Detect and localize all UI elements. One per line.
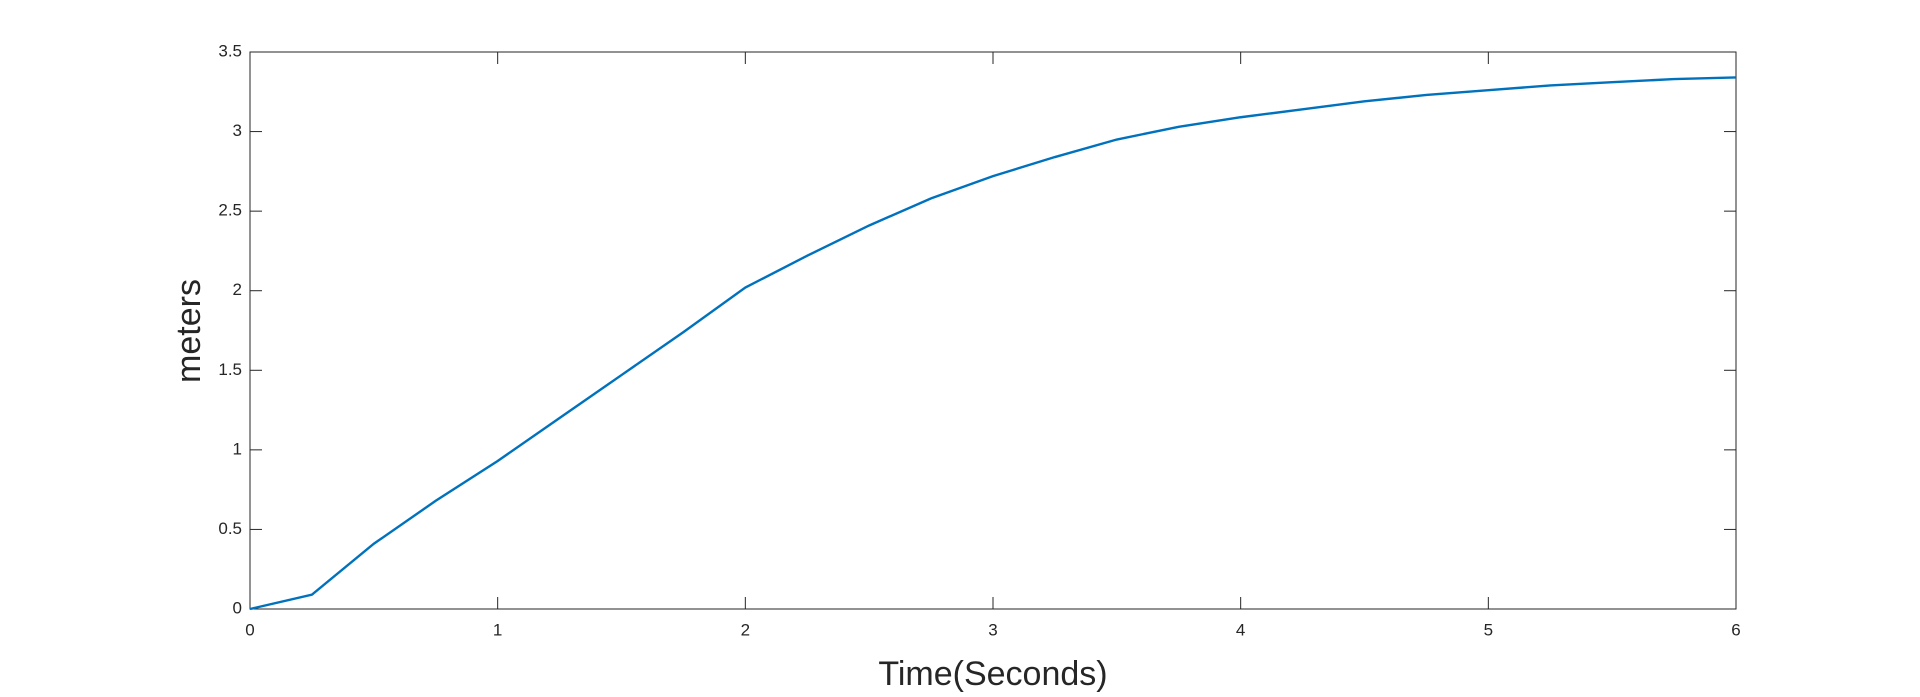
y-tick-label: 0 (233, 598, 242, 617)
plot-frame (249, 51, 1737, 610)
y-tick-label: 3.5 (218, 41, 242, 60)
y-tick-label: 3 (233, 121, 242, 140)
x-tick-label: 3 (988, 620, 997, 639)
y-tick-label: 2.5 (218, 201, 242, 220)
x-axis-label: Time(Seconds) (878, 655, 1107, 693)
y-tick-label: 0.5 (218, 519, 242, 538)
y-tick-label: 1.5 (218, 360, 242, 379)
y-axis-label: meters (170, 279, 208, 383)
y-tick-label: 1 (233, 439, 242, 458)
x-tick-label: 4 (1236, 620, 1245, 639)
x-tick-label: 1 (493, 620, 502, 639)
y-tick-label: 2 (233, 280, 242, 299)
x-tick-label: 0 (245, 620, 254, 639)
data-line (249, 76, 1737, 611)
x-tick-label: 5 (1484, 620, 1493, 639)
x-tick-label: 2 (741, 620, 750, 639)
x-tick-label: 6 (1731, 620, 1740, 639)
